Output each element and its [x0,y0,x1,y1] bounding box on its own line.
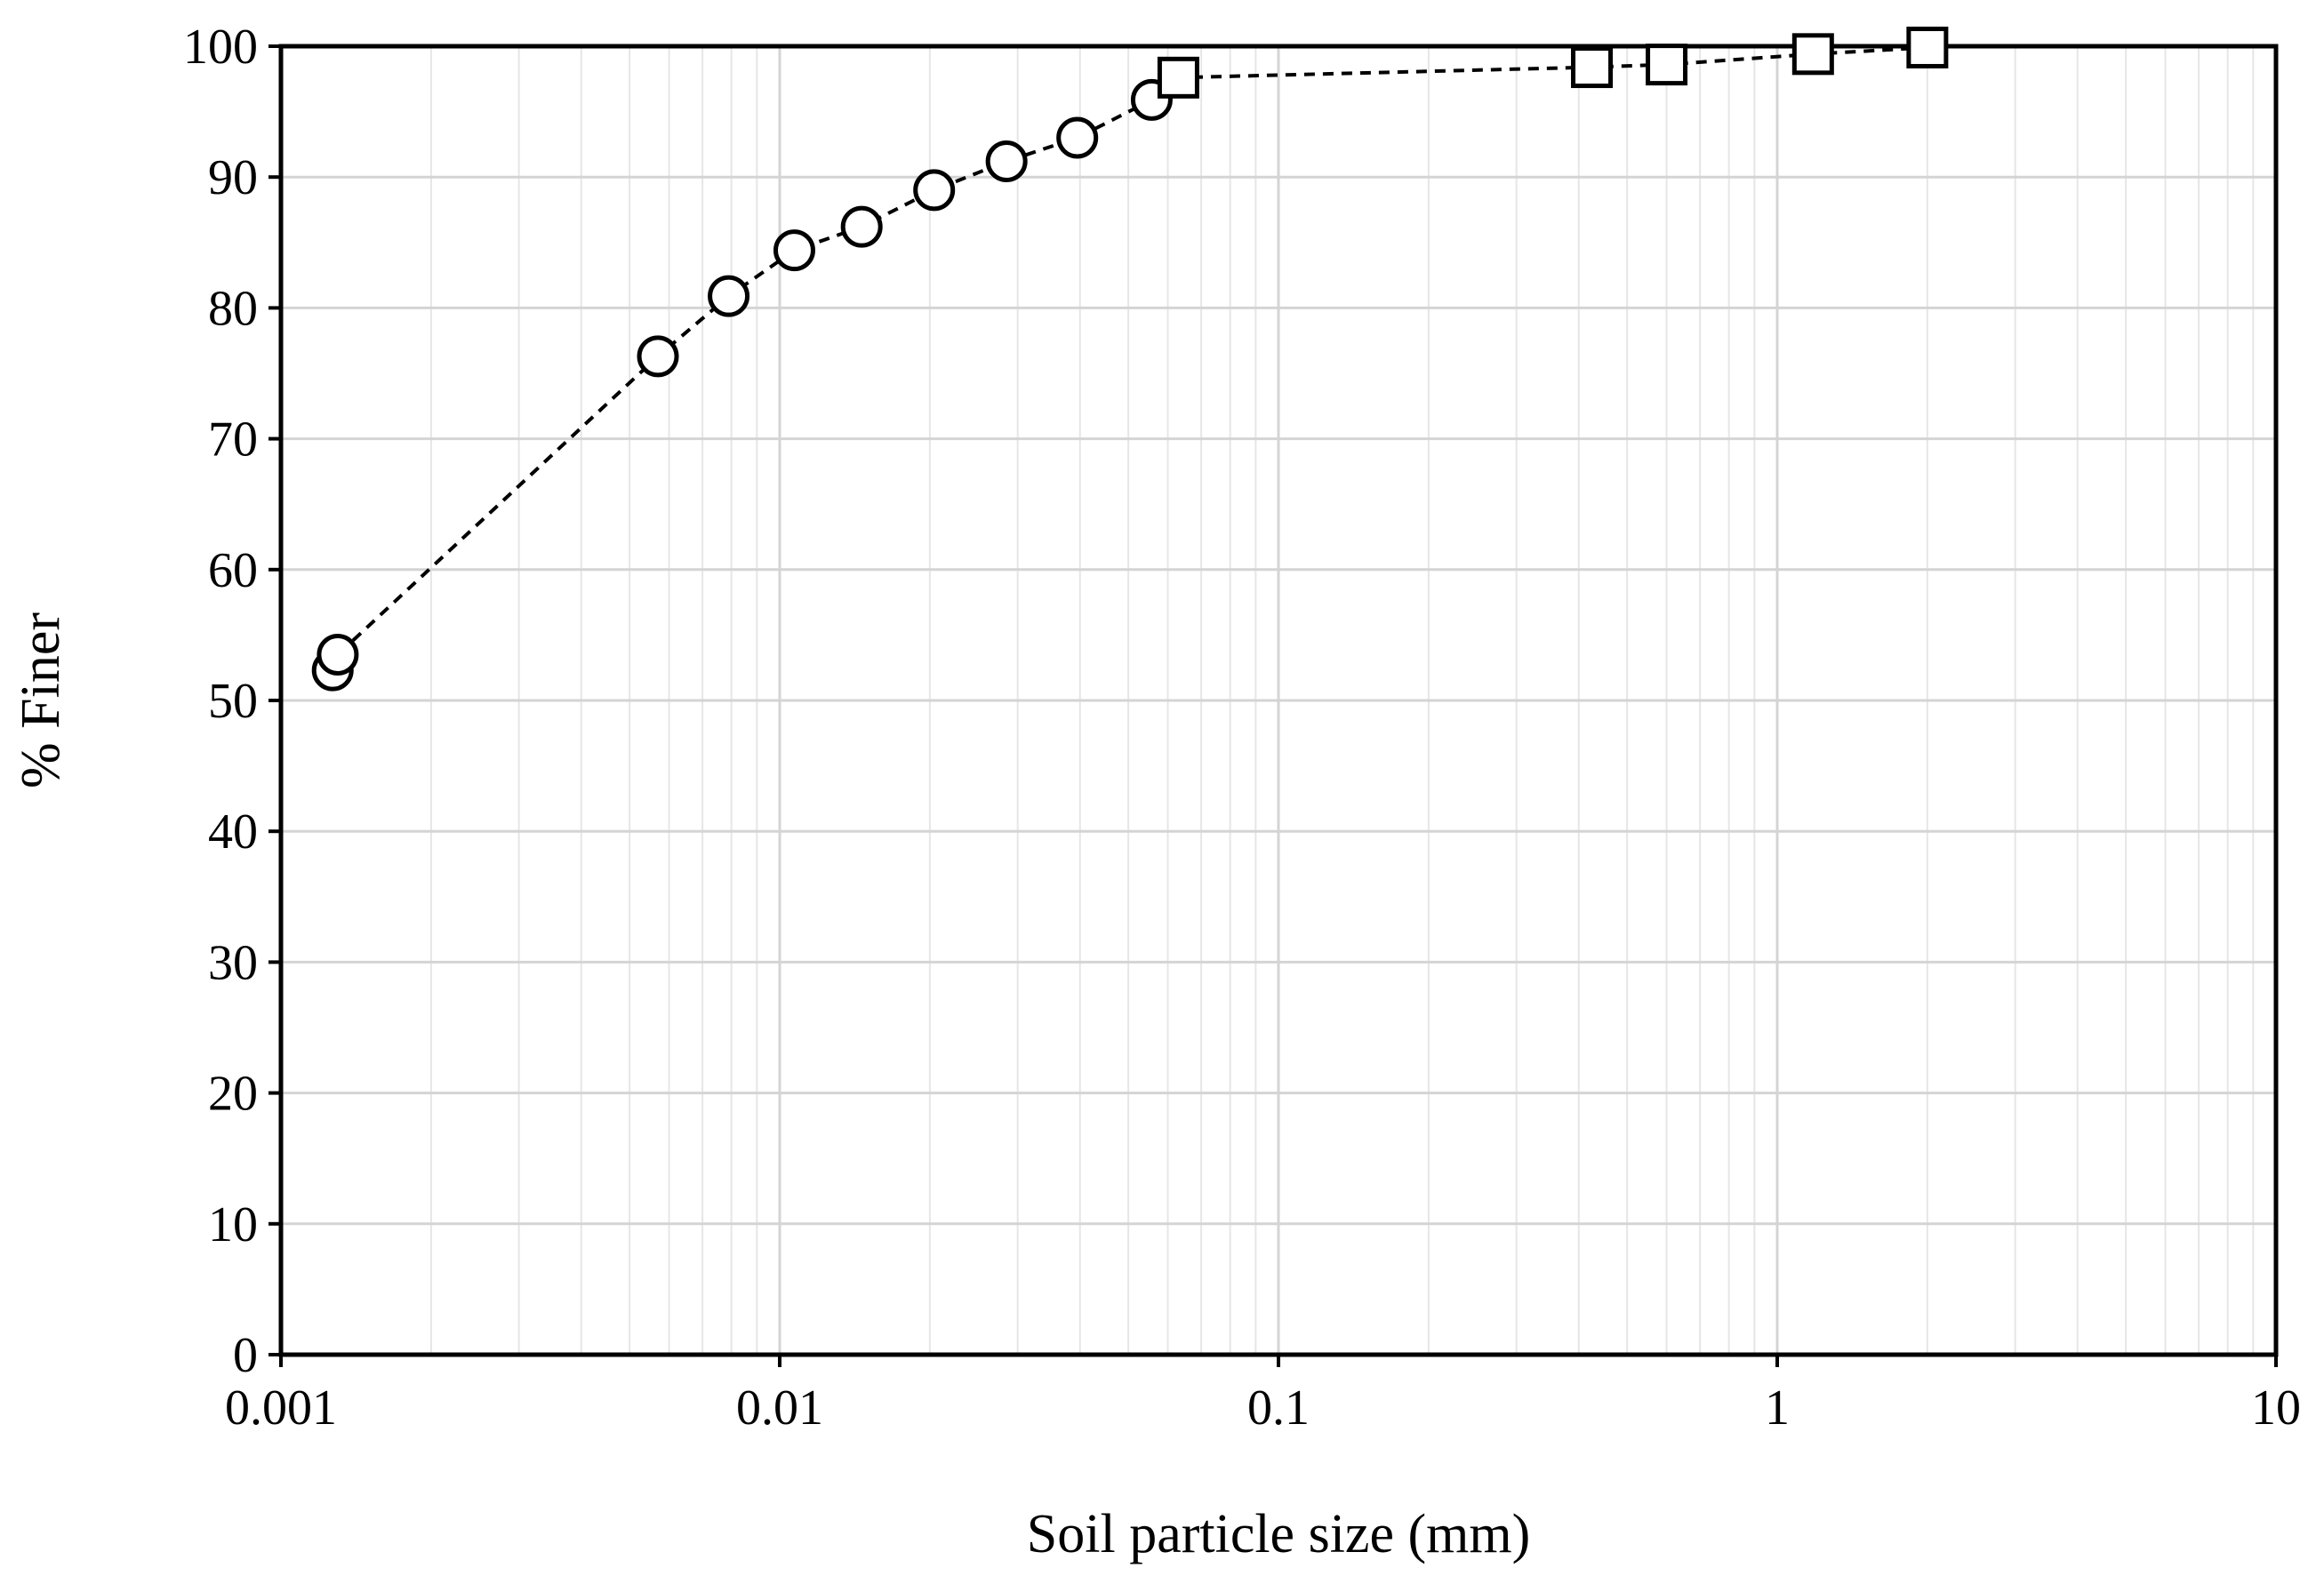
x-tick-label: 0.1 [1247,1380,1310,1436]
data-point-circle [985,140,1028,183]
y-tick-label: 10 [208,1197,258,1252]
data-point-square [1906,26,1949,68]
y-axis-title: % Finer [11,612,71,788]
x-tick-label: 10 [2251,1380,2301,1436]
data-point-square [1571,46,1614,89]
y-tick-label: 0 [233,1328,258,1383]
axes [268,44,2279,1367]
series-1-line [331,45,1928,671]
data-point-square [1791,33,1834,76]
y-tick-label: 20 [208,1067,258,1122]
y-tick-label: 100 [183,20,258,75]
x-tick-label: 1 [1765,1380,1790,1436]
data-point-circle [773,229,815,272]
data-point-circle [1056,116,1099,159]
grid [279,44,2278,1356]
y-tick-label: 80 [208,281,258,336]
x-tick-label: 0.001 [225,1380,337,1436]
x-tick-label: 0.01 [736,1380,823,1436]
data-point-circle [708,275,750,317]
y-tick-label: 90 [208,150,258,205]
data-point-circle [317,633,359,676]
y-tick-label: 40 [208,804,258,860]
data-point-circle [637,335,679,378]
y-tick-label: 70 [208,412,258,468]
data-point-square [1646,44,1688,86]
y-tick-label: 30 [208,935,258,990]
data-point-circle [840,205,883,248]
data-point-circle [913,169,956,212]
data-point-square [1157,56,1199,99]
data-markers [311,26,1949,692]
y-tick-label: 60 [208,543,258,598]
y-tick-label: 50 [208,674,258,729]
x-axis-title: Soil particle size (mm) [1027,1504,1530,1564]
